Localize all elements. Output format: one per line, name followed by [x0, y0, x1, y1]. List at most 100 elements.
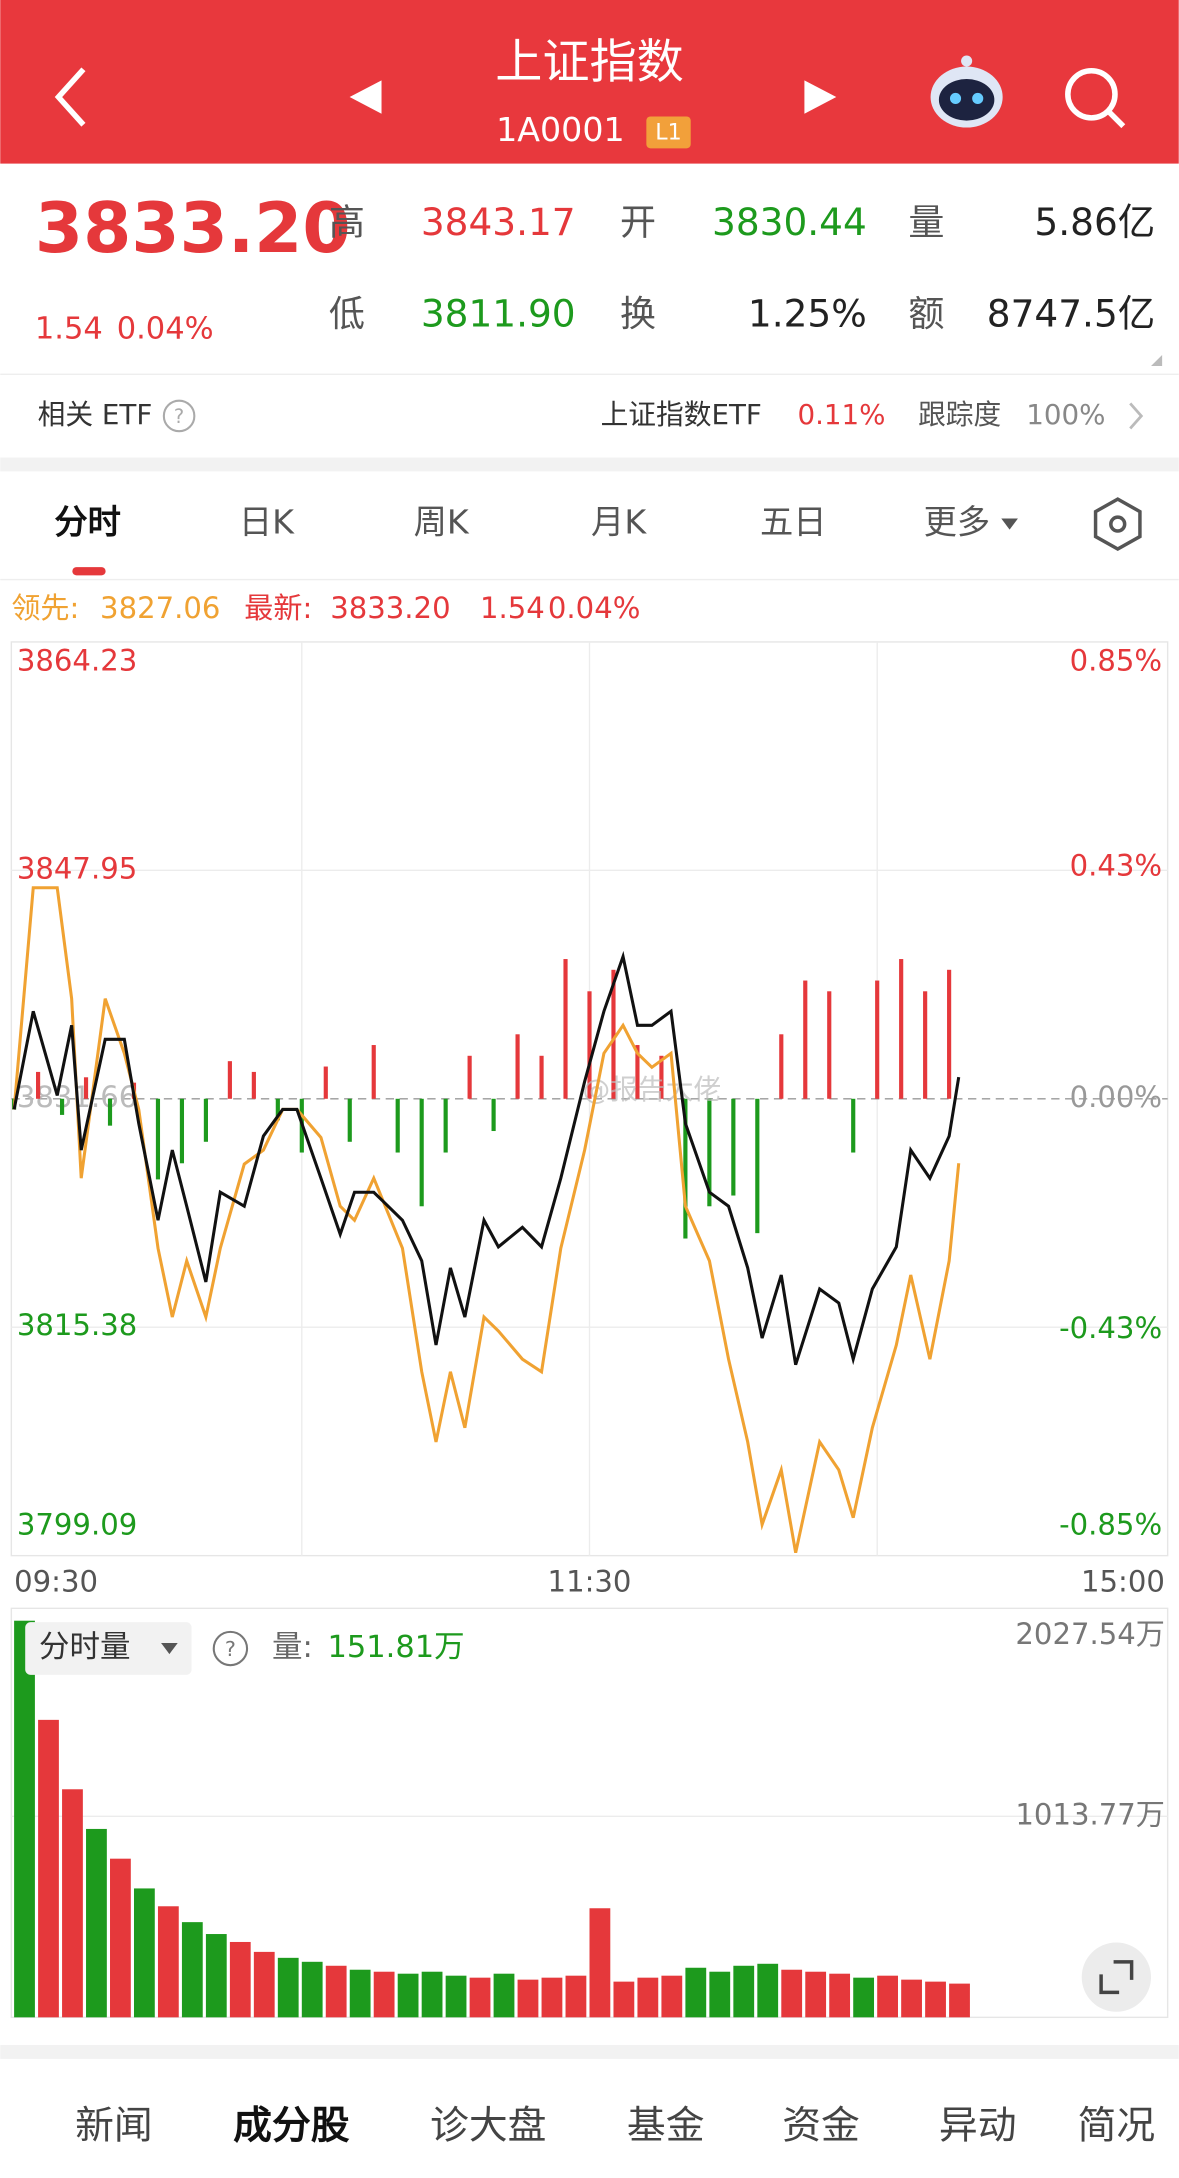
tab[interactable]: 周K — [414, 503, 470, 542]
diff-bar — [467, 1055, 472, 1099]
y2-tick-label: 0.85% — [1070, 644, 1162, 678]
volume-bar — [829, 1973, 851, 2018]
diff-bar — [539, 1055, 544, 1099]
etf-name[interactable]: 上证指数ETF — [601, 398, 762, 431]
etf-pct: 0.11% — [797, 398, 885, 431]
diff-bar — [83, 1077, 89, 1099]
field-label: 高 — [329, 203, 365, 244]
gap — [0, 2045, 1179, 2059]
diff-bar — [515, 1034, 520, 1099]
diff-bar — [803, 980, 808, 1099]
expand-button[interactable] — [1081, 1942, 1152, 2012]
volume-help[interactable]: ? — [212, 1630, 249, 1667]
field-label: 换 — [620, 294, 656, 335]
volume-bar — [205, 1934, 227, 2018]
y2-tick-label: 0.00% — [1070, 1080, 1162, 1114]
legend-lead-name: 领先: — [11, 591, 79, 625]
bottom-tab[interactable]: 基金 — [627, 2104, 705, 2149]
gap — [0, 457, 1179, 472]
volume-selector[interactable] — [25, 1622, 192, 1675]
volume-bar — [589, 1908, 611, 2018]
badge-bg — [646, 116, 691, 149]
diff-bar — [443, 1098, 448, 1153]
diff-bar — [347, 1098, 352, 1142]
diff-bar — [491, 1098, 496, 1132]
diff-bar — [779, 1034, 784, 1099]
field-value: 5.86亿 — [1034, 200, 1155, 244]
diff-bar — [923, 991, 928, 1099]
diff-bar — [395, 1098, 400, 1153]
volume-bar — [781, 1969, 803, 2018]
back-button[interactable] — [54, 67, 86, 127]
settings-icon[interactable] — [1093, 497, 1142, 552]
bottom-tab[interactable]: 诊大盘 — [430, 2104, 546, 2149]
volume-bar — [493, 1973, 515, 2018]
volume-bar — [421, 1971, 443, 2018]
volume-bar — [110, 1858, 131, 2018]
volume-bar — [229, 1941, 251, 2018]
field-label: 额 — [908, 294, 944, 335]
y-tick-label: 2027.54万 — [1015, 1617, 1164, 1651]
volume-bar — [397, 1973, 419, 2018]
svg-text:?: ? — [174, 405, 184, 428]
price-line — [12, 950, 961, 1366]
title: 上证指数 — [495, 35, 684, 90]
more-arrow — [1001, 518, 1018, 530]
volume-bar — [517, 1979, 539, 2018]
y-tick-label: 1013.77万 — [1015, 1797, 1164, 1831]
bottom-tab[interactable]: 异动 — [939, 2104, 1017, 2149]
y2-tick-label: -0.43% — [1059, 1311, 1162, 1345]
volume-readout-label: 量: — [272, 1630, 313, 1665]
legend-lead-value: 3827.06 — [100, 591, 220, 625]
diff-bar — [419, 1098, 424, 1207]
diff-bar — [947, 969, 952, 1099]
x-tick-label: 09:30 — [14, 1564, 98, 1598]
bottom-tab[interactable]: 新闻 — [75, 2104, 153, 2149]
tab[interactable]: 分时 — [54, 503, 121, 542]
tab-indicator — [72, 567, 106, 576]
diff-bar — [659, 1055, 664, 1099]
diff-bar — [683, 1098, 688, 1239]
volume-bar — [853, 1977, 875, 2018]
field-value: 3811.90 — [421, 292, 576, 336]
corner — [1151, 354, 1163, 367]
prev-button[interactable] — [349, 80, 382, 114]
help-icon[interactable]: ? — [162, 399, 196, 433]
etf-label: 相关 ETF — [38, 398, 153, 431]
diff-bar — [611, 969, 616, 1099]
legend-pct: 0.04% — [548, 591, 640, 625]
tab[interactable]: 日K — [239, 503, 295, 542]
volume-bar — [133, 1888, 155, 2018]
tab[interactable]: 月K — [591, 503, 647, 542]
y-tick-label: 3815.38 — [17, 1308, 137, 1342]
volume-bar — [38, 1719, 59, 2018]
search-icon[interactable] — [1065, 67, 1126, 129]
watermark: @报告大佬 — [583, 1073, 722, 1106]
diff-bar — [251, 1071, 256, 1099]
y-tick-label: 3847.95 — [17, 851, 137, 885]
diff-bar — [851, 1098, 856, 1153]
volume-bar — [685, 1967, 707, 2018]
field-label: 低 — [329, 294, 365, 335]
volume-bar — [925, 1981, 946, 2018]
legend-latest-name: 最新: — [244, 591, 312, 625]
bottom-tab[interactable]: 成分股 — [233, 2104, 350, 2149]
change: 1.54 — [35, 311, 103, 346]
bottom-tab[interactable]: 简况 — [1078, 2104, 1156, 2149]
volume-bar — [565, 1975, 587, 2018]
field-value: 3843.17 — [421, 200, 576, 244]
diff-bar — [899, 959, 904, 1099]
diff-bar — [323, 1066, 328, 1099]
volume-bar — [757, 1963, 779, 2018]
legend-change: 1.54 — [480, 591, 545, 625]
tab[interactable]: 更多 — [924, 503, 991, 542]
volume-bar — [613, 1981, 635, 2018]
next-button[interactable] — [804, 80, 837, 114]
assistant-icon[interactable] — [930, 55, 1003, 128]
diff-bar — [107, 1098, 113, 1126]
bottom-tab[interactable]: 资金 — [782, 2104, 860, 2149]
tab[interactable]: 五日 — [760, 503, 827, 542]
volume-bar — [325, 1965, 347, 2018]
volume-bar — [157, 1906, 179, 2018]
volume-title: 分时量 — [39, 1630, 131, 1665]
